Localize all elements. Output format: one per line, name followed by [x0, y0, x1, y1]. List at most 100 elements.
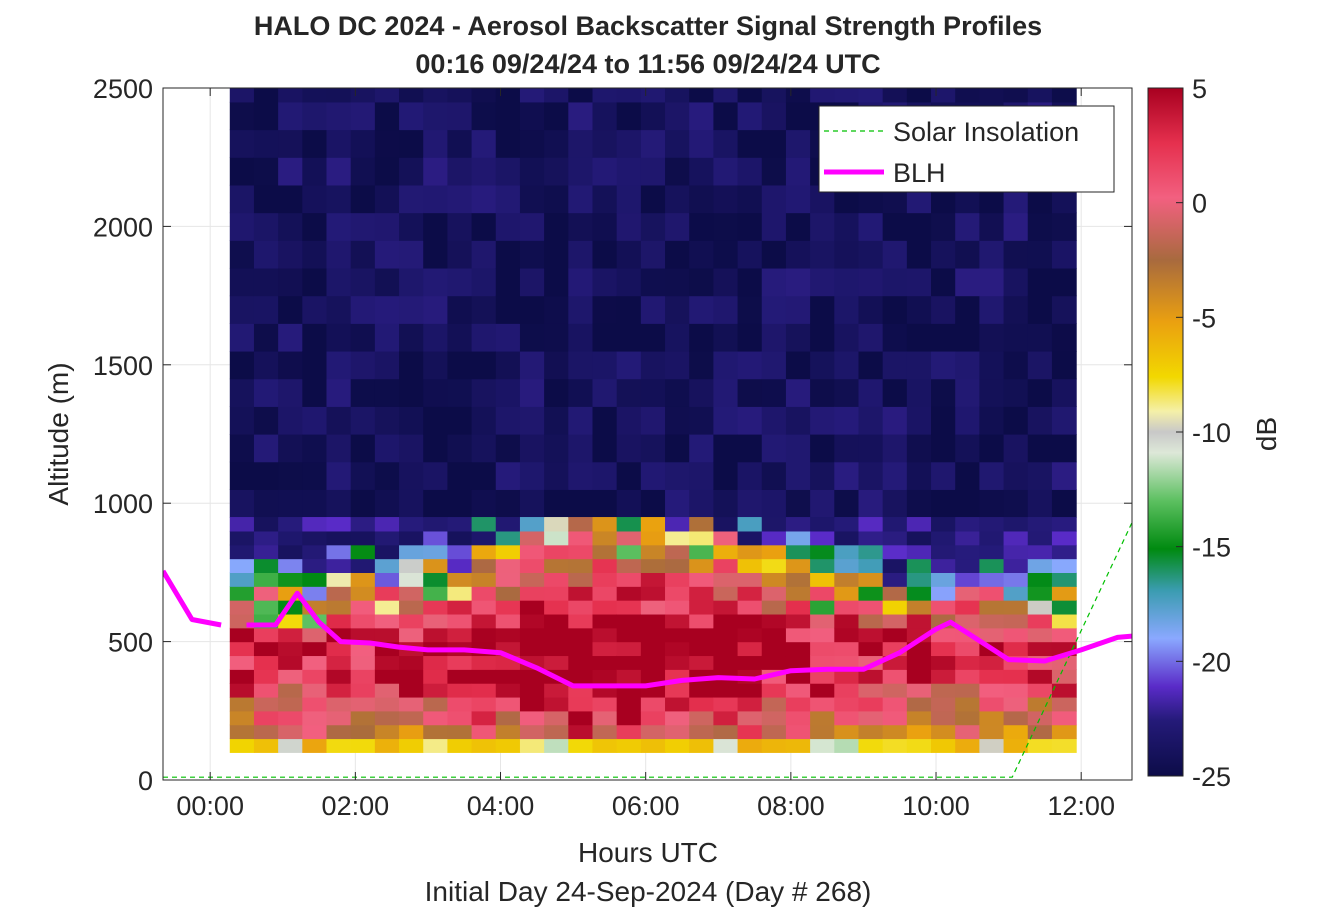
heatmap-cell	[326, 350, 352, 380]
heatmap-cell	[1027, 724, 1053, 740]
heatmap-cell	[689, 212, 714, 241]
heatmap-cell	[979, 572, 1005, 587]
heatmap-cell	[399, 129, 424, 158]
heatmap-cell	[253, 655, 279, 670]
heatmap-cell	[592, 212, 618, 241]
heatmap-cell	[568, 157, 594, 186]
heatmap-cell	[592, 240, 618, 269]
heatmap-cell	[350, 586, 376, 601]
heatmap-cell	[1003, 530, 1029, 546]
heatmap-cell	[1027, 434, 1053, 463]
heatmap-cell	[931, 530, 956, 546]
heatmap-cell	[253, 683, 279, 698]
heatmap-cell	[519, 434, 545, 463]
heatmap-cell	[713, 517, 739, 532]
heatmap-cell	[955, 724, 980, 740]
heatmap-cell	[568, 600, 594, 615]
heatmap-cell	[519, 157, 545, 186]
heatmap-cell	[713, 129, 739, 158]
heatmap-cell	[278, 489, 303, 518]
heatmap-cell	[1003, 489, 1029, 518]
heatmap-cell	[810, 641, 835, 657]
heatmap-cell	[302, 212, 328, 241]
heatmap-cell	[1003, 558, 1029, 573]
heatmap-cell	[447, 669, 473, 684]
heatmap-cell	[931, 517, 956, 532]
heatmap-cell	[399, 586, 424, 601]
heatmap-cell	[568, 212, 594, 241]
heatmap-cell	[447, 517, 473, 532]
heatmap-cell	[229, 267, 255, 297]
x-tick-label: 10:00	[902, 791, 970, 821]
heatmap-cell	[302, 627, 328, 643]
heatmap-cell	[665, 489, 690, 518]
heatmap-cell	[1003, 517, 1029, 532]
heatmap-cell	[592, 530, 618, 546]
heatmap-cell	[713, 489, 739, 518]
heatmap-cell	[665, 434, 690, 463]
heatmap-cell	[374, 558, 400, 573]
heatmap-cell	[399, 240, 424, 269]
heatmap-cell	[423, 406, 449, 435]
heatmap-cell	[495, 627, 521, 643]
heatmap-cell	[737, 696, 763, 712]
heatmap-cell	[785, 627, 811, 643]
heatmap-cell	[1051, 627, 1077, 643]
heatmap-cell	[471, 434, 497, 463]
heatmap-cell	[302, 586, 328, 601]
heatmap-cell	[906, 240, 932, 269]
heatmap-cell	[785, 558, 811, 573]
heatmap-cell	[519, 378, 545, 407]
heatmap-cell	[278, 184, 303, 214]
heatmap-cell	[761, 267, 787, 297]
heatmap-cell	[568, 350, 594, 380]
series-line-blh-b	[246, 590, 1132, 689]
heatmap-cell	[1027, 295, 1053, 324]
heatmap-cell	[955, 323, 980, 352]
heatmap-cell	[592, 738, 618, 753]
heatmap-cell	[253, 434, 279, 463]
heatmap-cell	[592, 724, 618, 740]
heatmap-cell	[278, 267, 303, 297]
heatmap-cell	[568, 558, 594, 573]
heatmap-cell	[1003, 434, 1029, 463]
heatmap-cell	[229, 641, 255, 657]
heatmap-cell	[302, 378, 328, 407]
heatmap-cell	[906, 461, 932, 490]
heatmap-cell	[761, 88, 787, 103]
heatmap-cell	[955, 88, 980, 103]
heatmap-cell	[834, 572, 860, 587]
heatmap-cell	[834, 600, 860, 615]
heatmap-cell	[519, 544, 545, 560]
heatmap-cell	[640, 350, 666, 380]
heatmap-cell	[906, 613, 932, 629]
heatmap-cell	[906, 586, 932, 601]
heatmap-cell	[616, 434, 642, 463]
heatmap-cell	[713, 101, 739, 131]
y-tick-label: 2500	[93, 74, 153, 104]
heatmap-cell	[810, 586, 835, 601]
heatmap-cell	[858, 738, 884, 753]
heatmap-cell	[979, 669, 1005, 684]
heatmap-cell	[858, 489, 884, 518]
chart-title: HALO DC 2024 - Aerosol Backscatter Signa…	[254, 11, 1042, 41]
heatmap-cell	[737, 530, 763, 546]
heatmap-cell	[858, 323, 884, 352]
heatmap-cell	[640, 530, 666, 546]
heatmap-cell	[931, 323, 956, 352]
heatmap-cell	[882, 544, 908, 560]
heatmap-cell	[544, 461, 569, 490]
heatmap-cell	[761, 613, 787, 629]
heatmap-cell	[447, 350, 473, 380]
heatmap-cell	[713, 240, 739, 269]
heatmap-cell	[761, 600, 787, 615]
heatmap-cell	[858, 530, 884, 546]
heatmap-cell	[423, 738, 449, 753]
heatmap-cell	[592, 350, 618, 380]
heatmap-cell	[906, 558, 932, 573]
heatmap-cell	[350, 613, 376, 629]
heatmap-cell	[302, 641, 328, 657]
heatmap-cell	[858, 627, 884, 643]
heatmap-cell	[810, 710, 835, 726]
heatmap-cell	[544, 586, 569, 601]
